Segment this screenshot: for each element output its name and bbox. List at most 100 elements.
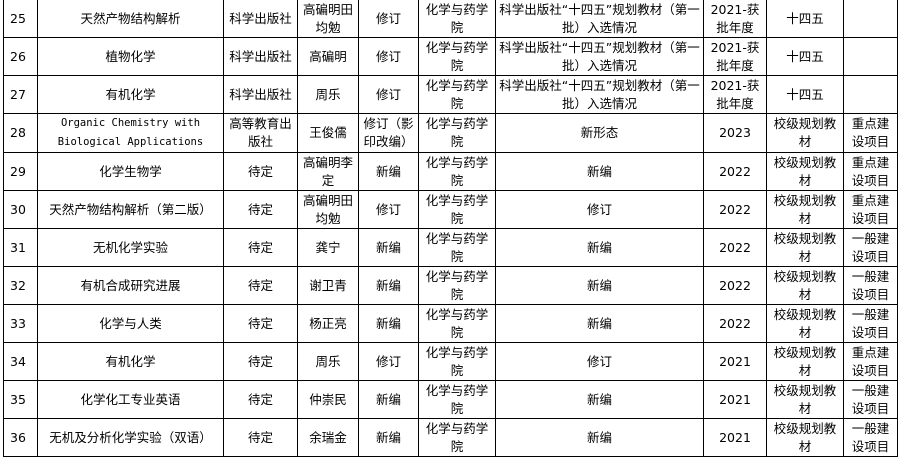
table-cell: 重点建设项目 [843, 113, 898, 153]
table-cell: 校级规划教材 [766, 342, 844, 381]
table-cell: 29 [3, 152, 38, 191]
table-cell: 2021 [703, 342, 767, 381]
table-cell: 植物化学 [37, 37, 224, 76]
table-cell: 2022 [703, 304, 767, 343]
empty-cell [843, 37, 898, 76]
table-cell: 修订 [358, 342, 419, 381]
table-cell: 化学与药学院 [418, 0, 496, 38]
table-body: 25 天然产物结构解析 科学出版社 高碥明田均勉 修订 化学与药学院 科学出版社“十四五”规… [3, 0, 898, 457]
table-cell: 科学出版社 [223, 37, 298, 76]
table-cell: 天然产物结构解析 [37, 0, 224, 38]
table-cell: 高碥明 [297, 37, 359, 76]
table-cell: 新编 [495, 380, 704, 419]
table-cell: 化学与药学院 [418, 304, 496, 343]
table-row: 25 天然产物结构解析 科学出版社 高碥明田均勉 修订 化学与药学院 科学出版社“十四五”规… [3, 0, 898, 38]
table-cell: 待定 [223, 190, 298, 229]
table-cell: 化学与药学院 [418, 113, 496, 153]
table-cell: 周乐 [297, 342, 359, 381]
table-cell: 修订 [495, 342, 704, 381]
table-cell: 新编 [358, 228, 419, 267]
table-row: 33 化学与人类 待定 杨正亮 新编 化学与药学院 新编 2022 校级规划教材 一般建设项目 [3, 304, 898, 343]
table-cell: 校级规划教材 [766, 380, 844, 419]
table-cell: 新编 [358, 152, 419, 191]
table-cell: Organic Chemistry with Biological Applic… [37, 113, 224, 153]
empty-cell [843, 75, 898, 114]
table-cell: 校级规划教材 [766, 418, 844, 457]
table-cell: 化学与药学院 [418, 37, 496, 76]
table-cell: 新编 [495, 228, 704, 267]
table-cell: 科学出版社“十四五”规划教材（第一批）入选情况 [495, 75, 704, 114]
table-cell: 化学与药学院 [418, 190, 496, 229]
table-cell: 杨正亮 [297, 304, 359, 343]
table-cell: 校级规划教材 [766, 266, 844, 305]
table-cell: 27 [3, 75, 38, 114]
table-cell: 36 [3, 418, 38, 457]
table-row: 29 化学生物学 待定 高碥明李定 新编 化学与药学院 新编 2022 校级规划教材 重点建设项目 [3, 152, 898, 191]
table-cell: 校级规划教材 [766, 304, 844, 343]
table-cell: 无机化学实验 [37, 228, 224, 267]
table-cell: 待定 [223, 380, 298, 419]
table-cell: 新形态 [495, 113, 704, 153]
table-row: 27 有机化学 科学出版社 周乐 修订 化学与药学院 科学出版社“十四五”规划教材（第一批）… [3, 75, 898, 114]
table-cell: 一般建设项目 [843, 304, 898, 343]
table-cell: 科学出版社 [223, 0, 298, 38]
table-cell: 科学出版社 [223, 75, 298, 114]
table-cell: 31 [3, 228, 38, 267]
table-cell: 待定 [223, 266, 298, 305]
table-cell: 28 [3, 113, 38, 153]
table-cell: 重点建设项目 [843, 342, 898, 381]
table-cell: 2023 [703, 113, 767, 153]
table-cell: 待定 [223, 152, 298, 191]
table-cell: 高碥明田均勉 [297, 190, 359, 229]
table-cell: 2021-获批年度 [703, 75, 767, 114]
table-cell: 校级规划教材 [766, 113, 844, 153]
table-cell: 校级规划教材 [766, 228, 844, 267]
table-cell: 科学出版社“十四五”规划教材（第一批）入选情况 [495, 0, 704, 38]
table-cell: 化学与药学院 [418, 266, 496, 305]
table-cell: 新编 [358, 380, 419, 419]
table-cell: 修订（影印改编） [358, 113, 419, 153]
table-cell: 30 [3, 190, 38, 229]
table-cell: 十四五 [766, 37, 844, 76]
table-cell: 待定 [223, 342, 298, 381]
table-cell: 待定 [223, 228, 298, 267]
table-cell: 天然产物结构解析（第二版） [37, 190, 224, 229]
table-cell: 校级规划教材 [766, 190, 844, 229]
table-cell: 待定 [223, 304, 298, 343]
table-cell: 修订 [358, 37, 419, 76]
table-cell: 35 [3, 380, 38, 419]
table-cell: 修订 [358, 75, 419, 114]
table-cell: 龚宁 [297, 228, 359, 267]
table-cell: 新编 [495, 304, 704, 343]
table-cell: 新编 [358, 304, 419, 343]
table-cell: 2021-获批年度 [703, 0, 767, 38]
table-cell: 重点建设项目 [843, 152, 898, 191]
table-cell: 2021 [703, 418, 767, 457]
table-cell: 2021 [703, 380, 767, 419]
table-cell: 新编 [495, 418, 704, 457]
table-row: 26 植物化学 科学出版社 高碥明 修订 化学与药学院 科学出版社“十四五”规划教材（第一批… [3, 37, 898, 76]
table-cell: 化学与药学院 [418, 228, 496, 267]
table-row: 31 无机化学实验 待定 龚宁 新编 化学与药学院 新编 2022 校级规划教材 一般建设项目 [3, 228, 898, 267]
table-cell: 一般建设项目 [843, 380, 898, 419]
table-row: 34 有机化学 待定 周乐 修订 化学与药学院 修订 2021 校级规划教材 重点建设项目 [3, 342, 898, 381]
table-cell: 高碥明李定 [297, 152, 359, 191]
textbook-table: 25 天然产物结构解析 科学出版社 高碥明田均勉 修订 化学与药学院 科学出版社“十四五”规… [3, 0, 898, 457]
table-cell: 化学与药学院 [418, 380, 496, 419]
table-cell: 待定 [223, 418, 298, 457]
table-cell: 一般建设项目 [843, 228, 898, 267]
table-cell: 科学出版社“十四五”规划教材（第一批）入选情况 [495, 37, 704, 76]
table-cell: 周乐 [297, 75, 359, 114]
table-cell: 新编 [495, 266, 704, 305]
table-cell: 33 [3, 304, 38, 343]
table-cell: 化学化工专业英语 [37, 380, 224, 419]
table-cell: 化学与药学院 [418, 152, 496, 191]
table-cell: 余瑞金 [297, 418, 359, 457]
table-cell: 一般建设项目 [843, 266, 898, 305]
table-cell: 十四五 [766, 0, 844, 38]
table-row: 36 无机及分析化学实验（双语） 待定 余瑞金 新编 化学与药学院 新编 2021 校级规划教材… [3, 418, 898, 457]
table-cell: 高等教育出版社 [223, 113, 298, 153]
table-cell: 新编 [358, 266, 419, 305]
table-cell: 2022 [703, 152, 767, 191]
